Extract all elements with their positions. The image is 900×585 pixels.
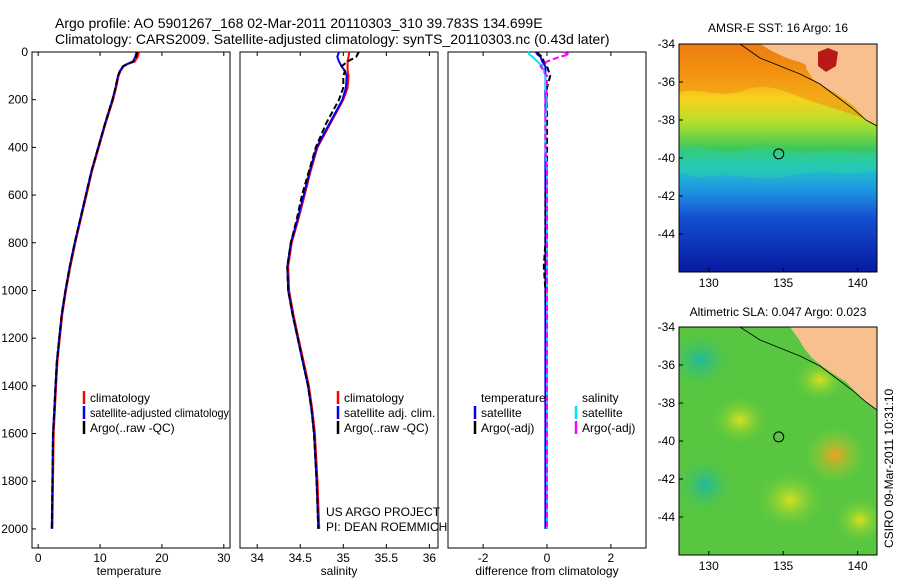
y-tick-label: 200 bbox=[8, 93, 28, 107]
salinity-axis-ticks: 34 34.5 35 35.5 36 bbox=[251, 52, 437, 565]
series-line-argo-raw-qc- bbox=[50, 51, 139, 529]
map-x-tick-label: 130 bbox=[699, 559, 719, 573]
x-tick-label: 20 bbox=[155, 551, 169, 565]
x-tick-label: 34 bbox=[251, 551, 265, 565]
depth-axis-ticks: 0 200 400 600 800 1000 1200 1400 1600 1800 2000 bbox=[1, 45, 36, 536]
map-y-tick-label: -36 bbox=[658, 75, 676, 89]
y-tick-label: 1600 bbox=[1, 427, 28, 441]
map-y-tick-label: -44 bbox=[658, 510, 676, 524]
salinity-plot-frame bbox=[239, 51, 439, 549]
temperature-lines bbox=[50, 51, 140, 529]
sst-map-field bbox=[679, 44, 877, 272]
sst-map-ticks: 130 135 140 -34 -36 -38 -40 -42 -44 bbox=[658, 37, 868, 290]
sst-front bbox=[679, 146, 877, 179]
x-tick-label: 36 bbox=[423, 551, 437, 565]
x-tick-label: 30 bbox=[217, 551, 231, 565]
sla-map-title: Altimetric SLA: 0.047 Argo: 0.023 bbox=[690, 305, 867, 319]
legend-label-sal-satellite: satellite bbox=[582, 406, 623, 420]
y-tick-label: 800 bbox=[8, 236, 28, 250]
salinity-axis-label: salinity bbox=[321, 564, 358, 578]
map-x-tick-label: 140 bbox=[848, 276, 868, 290]
x-tick-label: 35 bbox=[337, 551, 351, 565]
legend-label-argo: Argo(..raw -QC) bbox=[344, 421, 429, 435]
series-line-salinity-argo-adj- bbox=[539, 51, 573, 529]
temperature-panel: 0 200 400 600 800 1000 1200 1400 1600 1800 2000 0 1… bbox=[1, 45, 231, 578]
sla-map-panel: Altimetric SLA: 0.047 Argo: 0.023 130 135… bbox=[658, 305, 878, 573]
map-y-tick-label: -40 bbox=[658, 434, 676, 448]
x-tick-label: 34.5 bbox=[289, 551, 313, 565]
sla-land bbox=[790, 327, 877, 410]
map-y-tick-label: -34 bbox=[658, 37, 676, 51]
map-y-tick-label: -36 bbox=[658, 358, 676, 372]
map-y-tick-label: -44 bbox=[658, 227, 676, 241]
y-tick-label: 0 bbox=[21, 45, 28, 59]
credit-project: US ARGO PROJECT bbox=[326, 505, 441, 519]
difference-axis-label: difference from climatology bbox=[475, 564, 618, 578]
csiro-timestamp: CSIRO 09-Mar-2011 10:31:10 bbox=[882, 388, 896, 548]
sla-coastline bbox=[739, 327, 877, 411]
legend-label-temp-satellite: satellite bbox=[481, 406, 522, 420]
map-y-tick-label: -42 bbox=[658, 189, 676, 203]
map-x-tick-label: 130 bbox=[699, 276, 719, 290]
y-tick-label: 1400 bbox=[1, 379, 28, 393]
legend-label-sal-argo: Argo(-adj) bbox=[582, 421, 635, 435]
difference-panel: -2 0 2 difference from climatology tempera… bbox=[447, 51, 647, 578]
map-x-tick-label: 135 bbox=[773, 559, 793, 573]
difference-axis-ticks: -2 0 2 bbox=[478, 52, 615, 565]
credit-pi: PI: DEAN ROEMMICH bbox=[326, 520, 447, 534]
legend-label-satellite: satellite adj. clim. bbox=[344, 406, 435, 420]
sla-argo-marker bbox=[773, 431, 785, 443]
y-tick-label: 600 bbox=[8, 188, 28, 202]
legend-label-argo: Argo(..raw -QC) bbox=[90, 421, 175, 435]
y-tick-label: 1000 bbox=[1, 283, 28, 297]
x-tick-label: 0 bbox=[35, 551, 42, 565]
map-y-tick-label: -42 bbox=[658, 472, 676, 486]
map-y-tick-label: -38 bbox=[658, 113, 676, 127]
y-tick-label: 2000 bbox=[1, 522, 28, 536]
legend-label-climatology: climatology bbox=[90, 391, 150, 405]
map-x-tick-label: 140 bbox=[848, 559, 868, 573]
x-tick-label: 2 bbox=[608, 551, 615, 565]
legend-label-temp-argo: Argo(-adj) bbox=[481, 421, 534, 435]
legend-title-temperature: temperature bbox=[481, 391, 546, 405]
map-y-tick-label: -38 bbox=[658, 396, 676, 410]
sst-argo-marker bbox=[773, 148, 785, 160]
sla-map-field bbox=[679, 327, 877, 555]
sst-gulf-warm bbox=[818, 48, 838, 72]
legend-label-climatology: climatology bbox=[344, 391, 404, 405]
y-tick-label: 400 bbox=[8, 140, 28, 154]
x-tick-label: 0 bbox=[544, 551, 551, 565]
series-line-temperature-argo-adj- bbox=[536, 51, 552, 529]
sst-map-panel: AMSR-E SST: 16 Argo: 16 130 135 140 -34 -36 -… bbox=[658, 21, 878, 290]
legend-title-salinity: salinity bbox=[582, 391, 619, 405]
y-tick-label: 1200 bbox=[1, 331, 28, 345]
sst-coastline bbox=[739, 44, 877, 127]
sla-map-ticks: 130 135 140 -34 -36 -38 -40 -42 -44 bbox=[658, 320, 868, 573]
header-title-line2: Climatology: CARS2009. Satellite-adjuste… bbox=[55, 31, 610, 47]
salinity-lines bbox=[286, 51, 360, 529]
difference-lines bbox=[526, 51, 573, 529]
map-y-tick-label: -40 bbox=[658, 151, 676, 165]
series-line-argo-raw-qc- bbox=[286, 51, 360, 529]
difference-legend: temperature satellite Argo(-adj) salinit… bbox=[473, 391, 635, 435]
y-tick-label: 1800 bbox=[1, 474, 28, 488]
temperature-axis-label: temperature bbox=[97, 564, 162, 578]
temperature-axis-ticks: 0 10 20 30 bbox=[35, 52, 231, 565]
header-title-line1: Argo profile: AO 5901267_168 02-Mar-2011… bbox=[55, 15, 543, 31]
map-x-tick-label: 135 bbox=[773, 276, 793, 290]
x-tick-label: -2 bbox=[478, 551, 489, 565]
x-tick-label: 10 bbox=[93, 551, 107, 565]
salinity-legend: climatology satellite adj. clim. Argo(..… bbox=[336, 391, 435, 435]
x-tick-label: 35.5 bbox=[375, 551, 399, 565]
map-y-tick-label: -34 bbox=[658, 320, 676, 334]
temperature-legend: climatology satellite-adjusted climatolo… bbox=[82, 391, 229, 435]
salinity-panel: 34 34.5 35 35.5 36 salinity climatology sate… bbox=[239, 51, 447, 578]
legend-label-satellite: satellite-adjusted climatology bbox=[90, 406, 229, 420]
sst-map-title: AMSR-E SST: 16 Argo: 16 bbox=[708, 21, 848, 35]
temperature-plot-frame bbox=[31, 51, 231, 549]
